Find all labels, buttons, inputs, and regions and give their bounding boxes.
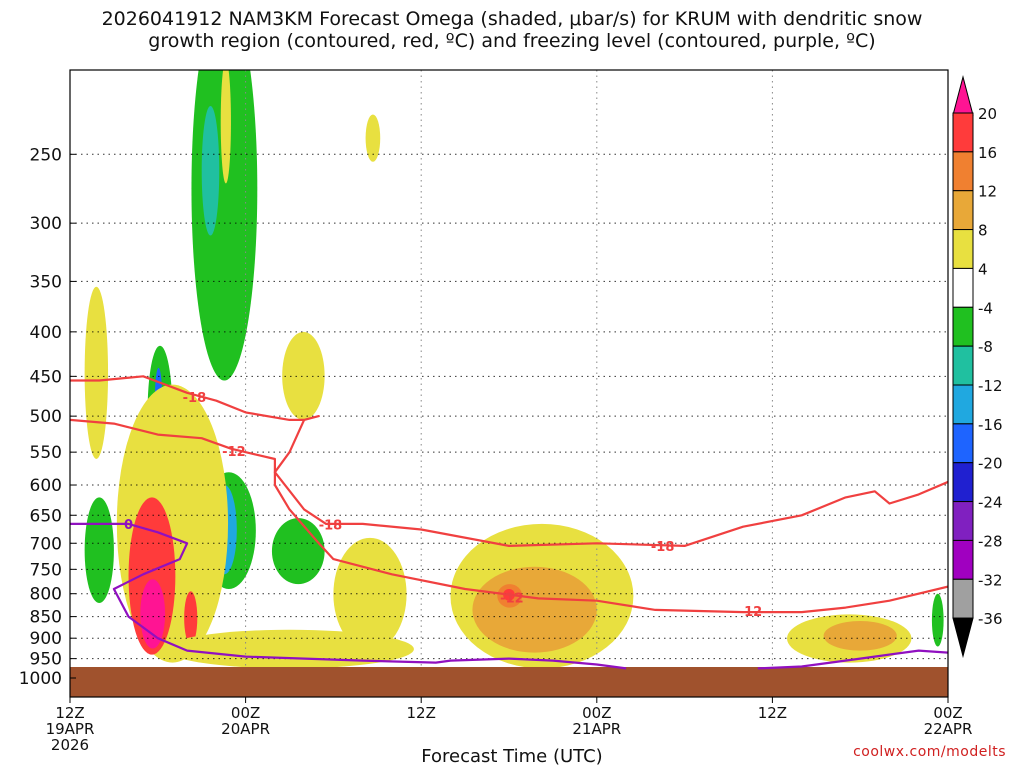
omega-region-8 (931, 593, 944, 647)
y-tick-label: 800 (30, 585, 62, 605)
colorbar-band (952, 501, 974, 541)
x-tick-label: 19APR (46, 720, 95, 738)
omega-region-15 (220, 70, 231, 184)
y-tick-label: 250 (30, 145, 62, 165)
colorbar-top-arrow (952, 75, 974, 116)
title-line-2: growth region (contoured, red, ºC) and f… (148, 30, 876, 52)
title-line-1: 2026041912 NAM3KM Forecast Omega (shaded… (101, 8, 923, 30)
y-tick-label: 300 (30, 214, 62, 234)
omega-region-18 (333, 537, 407, 651)
contour-label-1: -18 (319, 518, 343, 533)
y-tick-label: 750 (30, 560, 62, 580)
ground-surface (70, 667, 948, 697)
omega-region-9 (84, 286, 109, 459)
colorbar-band (952, 151, 974, 192)
y-tick-label: 500 (30, 407, 62, 427)
contour-label-0: -18 (183, 391, 207, 406)
colorbar-band (952, 462, 974, 503)
colorbar-label: 16 (978, 144, 997, 162)
colorbar-bottom-arrow (952, 617, 974, 659)
colorbar-label: 4 (978, 260, 988, 278)
y-tick-label: 850 (30, 608, 62, 628)
colorbar-label: -4 (978, 299, 993, 317)
colorbar-band (952, 345, 974, 386)
x-tick-label: 2026 (51, 736, 89, 754)
omega-region-14 (282, 331, 325, 420)
colorbar-label: -20 (978, 455, 1003, 473)
y-tick-label: 450 (30, 367, 62, 387)
colorbar-label: 12 (978, 183, 997, 201)
colorbar-band (952, 306, 974, 347)
colorbar-band (952, 539, 974, 580)
colorbar-label: -28 (978, 532, 1003, 550)
y-tick-label: 700 (30, 534, 62, 554)
omega-region-13 (184, 591, 198, 645)
y-tick-label: 1000 (19, 669, 62, 689)
chart-title: 2026041912 NAM3KM Forecast Omega (shaded… (0, 8, 1024, 52)
isotherm-line-1 (70, 418, 948, 614)
x-tick-label: 12Z (407, 704, 436, 722)
omega-region-24 (823, 621, 897, 651)
omega-region-0 (191, 70, 258, 381)
x-tick-label: 20APR (221, 720, 270, 738)
x-tick-label: 00Z (231, 704, 260, 722)
omega-region-16 (365, 114, 381, 162)
x-tick-label: 21APR (572, 720, 621, 738)
x-tick-label: 12Z (758, 704, 787, 722)
colorbar-band (952, 267, 974, 308)
omega-region-12 (140, 579, 166, 649)
colorbar-label: -12 (978, 377, 1003, 395)
y-tick-label: 950 (30, 650, 62, 670)
isotherm-line-3 (757, 649, 948, 670)
contour-label-6: 0 (124, 518, 133, 533)
contour-label-5: -12 (739, 605, 763, 620)
colorbar-label: -36 (978, 610, 1003, 628)
isotherm-line-0 (70, 375, 948, 547)
y-tick-label: 550 (30, 443, 62, 463)
colorbar-label: 8 (978, 222, 988, 240)
omega-region-7 (84, 497, 114, 604)
colorbar-label: -8 (978, 338, 993, 356)
colorbar-band (952, 190, 974, 231)
y-tick-label: 900 (30, 629, 62, 649)
colorbar-band (952, 578, 974, 619)
colorbar-band (952, 229, 974, 269)
y-tick-label: 650 (30, 506, 62, 526)
isotherm-line-2 (70, 522, 627, 670)
y-tick-label: 350 (30, 272, 62, 292)
colorbar-band (952, 423, 974, 464)
colorbar-label: -32 (978, 571, 1003, 589)
colorbar-label: -24 (978, 494, 1003, 512)
x-tick-label: 00Z (933, 704, 962, 722)
contour-label-3: -12 (222, 445, 246, 460)
x-tick-label: 00Z (582, 704, 611, 722)
colorbar-band (952, 384, 974, 425)
colorbar-label: -16 (978, 416, 1003, 434)
source-credit: coolwx.com/modelts (853, 744, 1006, 760)
colorbar-band (952, 112, 974, 153)
omega-region-1 (201, 106, 220, 236)
contour-label-2: -18 (651, 540, 675, 555)
contour-label-4: -12 (500, 591, 524, 606)
omega-region-20 (472, 566, 597, 653)
x-tick-label: 12Z (55, 704, 84, 722)
colorbar-label: 20 (978, 105, 997, 123)
x-axis-label: Forecast Time (UTC) (421, 746, 603, 767)
plot-frame (69, 69, 949, 698)
y-tick-label: 400 (30, 323, 62, 343)
x-tick-label: 22APR (924, 720, 973, 738)
y-tick-label: 600 (30, 476, 62, 496)
